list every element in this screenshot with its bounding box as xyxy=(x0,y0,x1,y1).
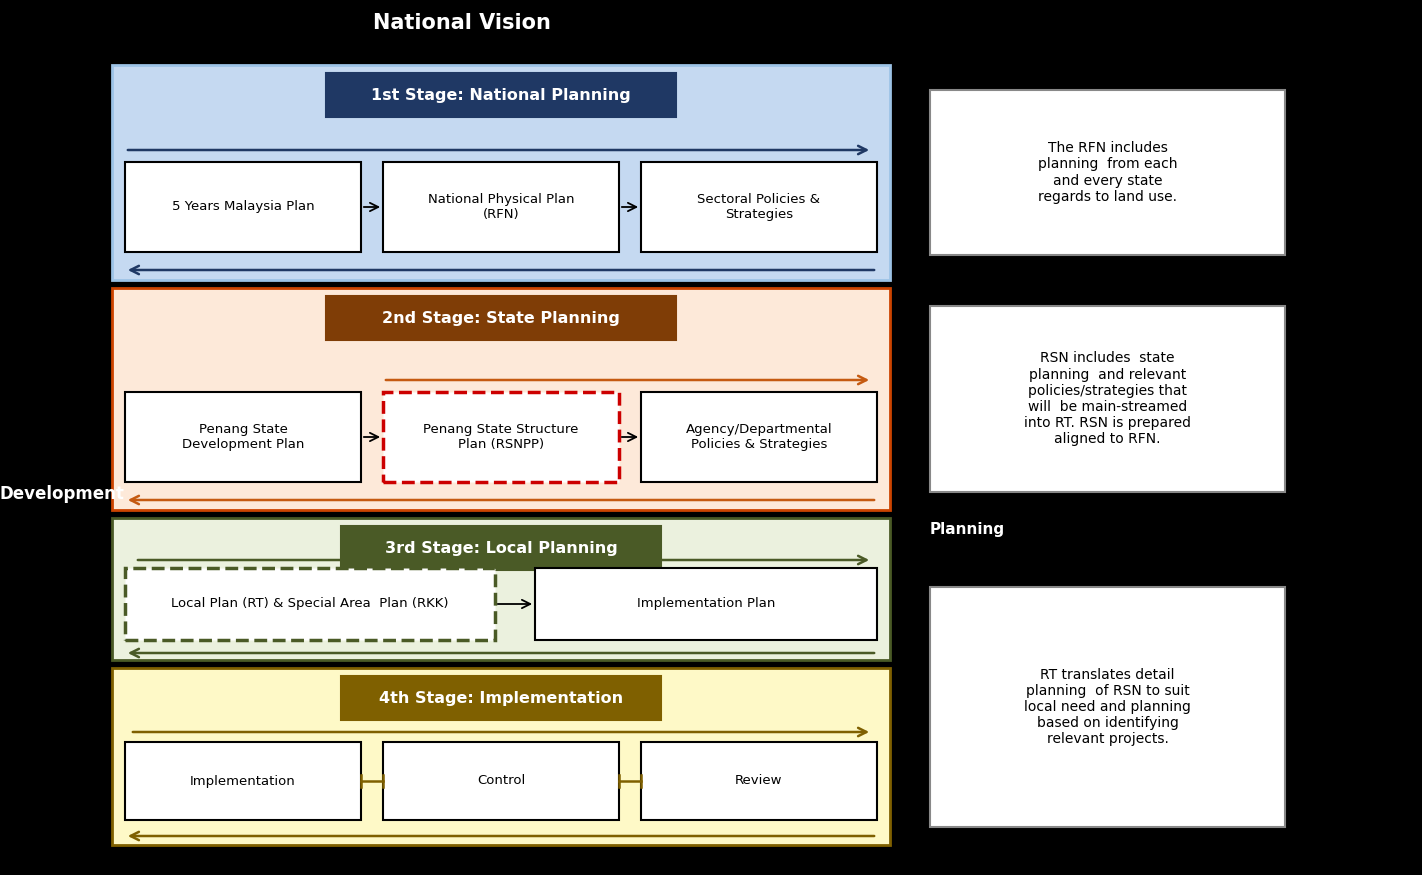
FancyBboxPatch shape xyxy=(341,676,661,720)
Text: National Physical Plan
(RFN): National Physical Plan (RFN) xyxy=(428,193,574,221)
FancyBboxPatch shape xyxy=(326,73,675,117)
Text: The RFN includes
planning  from each
and every state
regards to land use.: The RFN includes planning from each and … xyxy=(1038,141,1177,204)
FancyBboxPatch shape xyxy=(383,392,619,482)
Text: 4th Stage: Implementation: 4th Stage: Implementation xyxy=(378,690,623,705)
FancyBboxPatch shape xyxy=(535,568,877,640)
FancyBboxPatch shape xyxy=(112,288,890,510)
FancyBboxPatch shape xyxy=(112,668,890,845)
FancyBboxPatch shape xyxy=(125,742,361,820)
Text: Local Plan (RT) & Special Area  Plan (RKK): Local Plan (RT) & Special Area Plan (RKK… xyxy=(171,598,449,611)
FancyBboxPatch shape xyxy=(125,568,495,640)
FancyBboxPatch shape xyxy=(383,742,619,820)
Text: Sectoral Policies &
Strategies: Sectoral Policies & Strategies xyxy=(698,193,820,221)
Text: Penang State Structure
Plan (RSNPP): Penang State Structure Plan (RSNPP) xyxy=(424,423,579,451)
FancyBboxPatch shape xyxy=(930,306,1285,492)
Text: RSN includes  state
planning  and relevant
policies/strategies that
will  be mai: RSN includes state planning and relevant… xyxy=(1024,352,1192,446)
FancyBboxPatch shape xyxy=(125,392,361,482)
Text: Penang State
Development Plan: Penang State Development Plan xyxy=(182,423,304,451)
Text: Development: Development xyxy=(0,485,125,503)
FancyBboxPatch shape xyxy=(930,90,1285,255)
FancyBboxPatch shape xyxy=(641,392,877,482)
Text: National Vision: National Vision xyxy=(373,13,552,33)
Text: 1st Stage: National Planning: 1st Stage: National Planning xyxy=(371,88,631,102)
Text: Implementation: Implementation xyxy=(191,774,296,788)
FancyBboxPatch shape xyxy=(326,296,675,340)
Text: 3rd Stage: Local Planning: 3rd Stage: Local Planning xyxy=(384,541,617,556)
Text: Planning: Planning xyxy=(930,522,1005,537)
FancyBboxPatch shape xyxy=(125,162,361,252)
Text: 2nd Stage: State Planning: 2nd Stage: State Planning xyxy=(383,311,620,326)
FancyBboxPatch shape xyxy=(641,742,877,820)
Text: Implementation Plan: Implementation Plan xyxy=(637,598,775,611)
FancyBboxPatch shape xyxy=(112,65,890,280)
FancyBboxPatch shape xyxy=(930,587,1285,827)
FancyBboxPatch shape xyxy=(383,162,619,252)
Text: Agency/Departmental
Policies & Strategies: Agency/Departmental Policies & Strategie… xyxy=(685,423,832,451)
FancyBboxPatch shape xyxy=(641,162,877,252)
FancyBboxPatch shape xyxy=(341,526,661,570)
FancyBboxPatch shape xyxy=(112,518,890,660)
Text: Control: Control xyxy=(476,774,525,788)
Text: RT translates detail
planning  of RSN to suit
local need and planning
based on i: RT translates detail planning of RSN to … xyxy=(1024,668,1192,746)
Text: 5 Years Malaysia Plan: 5 Years Malaysia Plan xyxy=(172,200,314,214)
Text: Review: Review xyxy=(735,774,782,788)
